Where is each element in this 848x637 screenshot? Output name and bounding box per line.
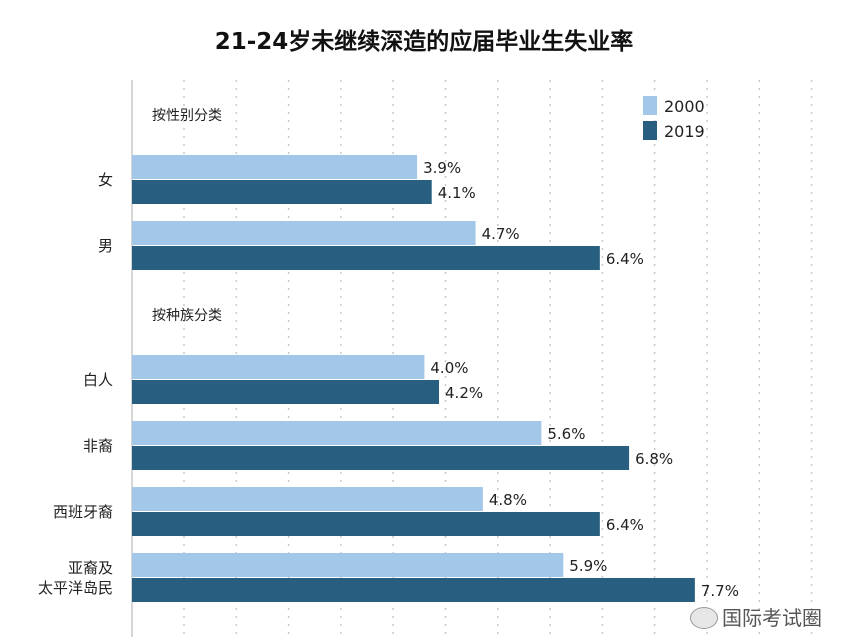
bar-2019 — [132, 512, 600, 536]
category-label: 太平洋岛民 — [38, 579, 113, 597]
legend-label: 2019 — [664, 122, 705, 141]
category-label: 亚裔及 — [68, 559, 113, 577]
legend-label: 2000 — [664, 97, 705, 116]
category-label: 非裔 — [83, 437, 113, 455]
data-label: 6.8% — [635, 450, 673, 468]
bar-2019 — [132, 246, 600, 270]
data-label: 6.4% — [606, 516, 644, 534]
data-label: 4.1% — [438, 184, 476, 202]
data-label: 6.4% — [606, 250, 644, 268]
legend-swatch-2000 — [643, 96, 657, 115]
data-label: 3.9% — [423, 159, 461, 177]
bar-2000 — [132, 487, 483, 511]
category-label: 男 — [98, 237, 113, 255]
wechat-icon — [690, 607, 718, 629]
data-label: 4.7% — [482, 225, 520, 243]
group-label: 按性别分类 — [152, 108, 222, 124]
data-label: 4.2% — [445, 384, 483, 402]
bar-2019 — [132, 578, 695, 602]
group-label: 按种族分类 — [152, 308, 222, 324]
data-label: 5.9% — [569, 557, 607, 575]
bar-2019 — [132, 180, 432, 204]
chart-title: 21-24岁未继续深造的应届毕业生失业率 — [214, 29, 634, 55]
data-label: 5.6% — [547, 425, 585, 443]
data-label: 7.7% — [701, 582, 739, 600]
watermark-text: 国际考试圈 — [722, 606, 822, 630]
data-label: 4.8% — [489, 491, 527, 509]
data-label: 4.0% — [430, 359, 468, 377]
bar-2000 — [132, 155, 418, 179]
watermark: 国际考试圈 — [690, 606, 822, 630]
category-label: 女 — [98, 171, 113, 189]
category-label: 白人 — [83, 371, 113, 389]
bar-2000 — [132, 421, 542, 445]
bar-2019 — [132, 446, 630, 470]
legend-swatch-2019 — [643, 121, 657, 140]
bar-2019 — [132, 380, 440, 404]
bar-2000 — [132, 553, 564, 577]
bar-2000 — [132, 355, 425, 379]
category-label: 西班牙裔 — [53, 503, 113, 521]
bar-2000 — [132, 221, 476, 245]
